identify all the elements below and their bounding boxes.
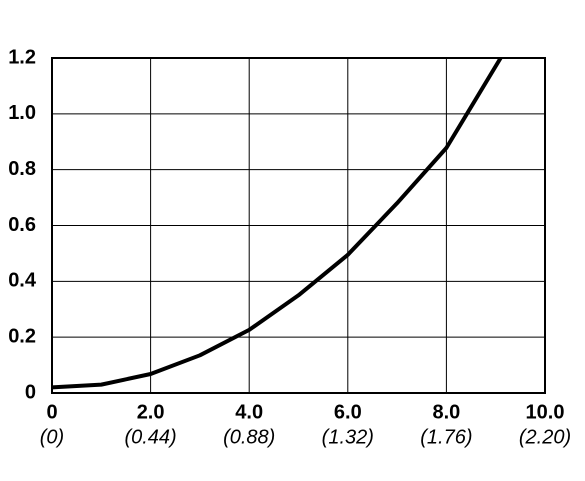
- data-line: [51, 56, 503, 390]
- x2-tick-label: (0.44): [124, 426, 176, 448]
- y-tick-label: 1.2: [8, 46, 36, 68]
- y-tick-label: 0.8: [8, 158, 36, 180]
- y-tick-label: 0.6: [8, 214, 36, 236]
- y-tick-label: 0.4: [8, 270, 37, 292]
- x-tick-label: 0: [46, 401, 57, 423]
- x2-tick-label: (1.76): [420, 426, 472, 448]
- y-tick-label: 0.2: [8, 325, 36, 347]
- x-tick-label: 2.0: [137, 401, 165, 423]
- x2-tick-label: (2.20): [519, 426, 571, 448]
- x2-tick-label: (0): [40, 426, 64, 448]
- y-tick-label: 0: [25, 381, 36, 403]
- x-tick-label: 6.0: [334, 401, 362, 423]
- x2-tick-label: (1.32): [322, 426, 374, 448]
- x-tick-label: 10.0: [526, 401, 565, 423]
- x-tick-label: 4.0: [235, 401, 263, 423]
- y-tick-label: 1.0: [8, 102, 36, 124]
- plot-frame: [51, 57, 546, 394]
- x2-tick-label: (0.88): [223, 426, 275, 448]
- x-tick-label: 8.0: [432, 401, 460, 423]
